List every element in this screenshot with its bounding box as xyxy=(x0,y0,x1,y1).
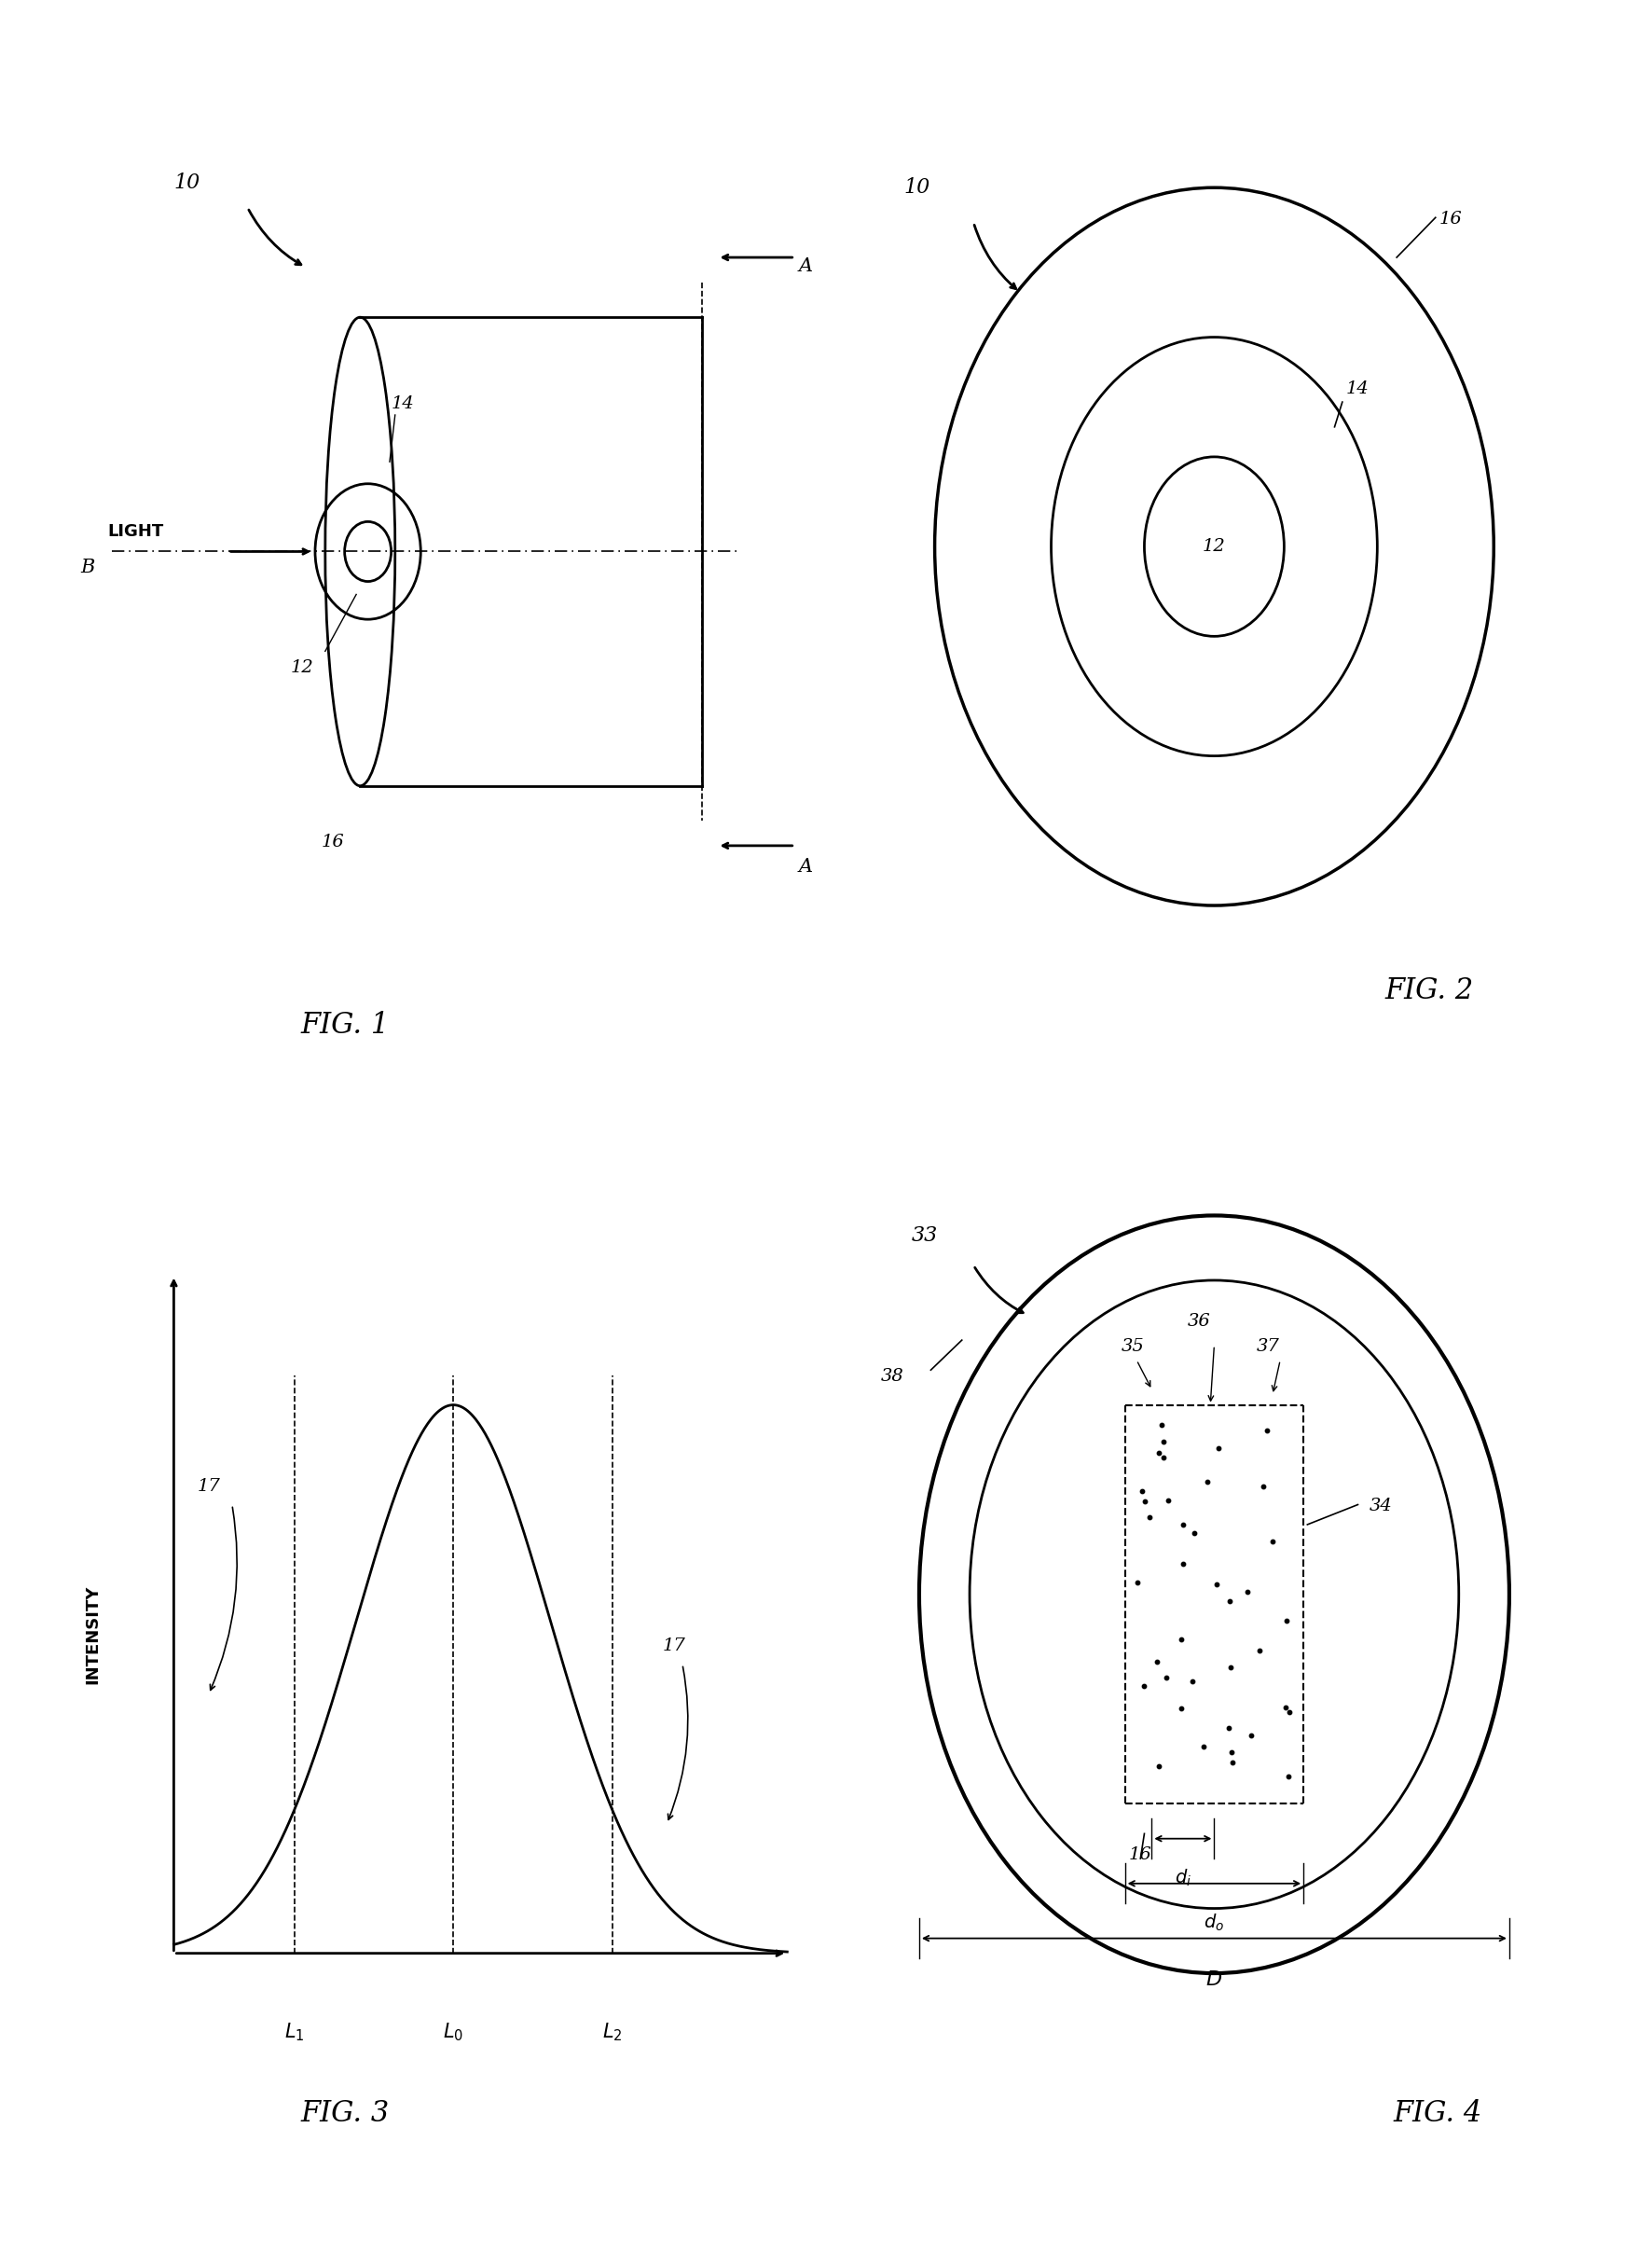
Point xyxy=(1146,1749,1173,1786)
Text: LIGHT: LIGHT xyxy=(107,523,164,539)
Text: 16: 16 xyxy=(1128,1847,1151,1863)
Point xyxy=(1203,1566,1229,1602)
Point xyxy=(1155,1482,1181,1518)
Point xyxy=(1168,1620,1194,1656)
Text: 17: 17 xyxy=(662,1638,686,1654)
Text: 12: 12 xyxy=(291,659,314,675)
Text: FIG. 3: FIG. 3 xyxy=(301,2098,388,2128)
Point xyxy=(1219,1745,1246,1781)
Point xyxy=(1218,1650,1244,1686)
Point xyxy=(1181,1516,1208,1552)
Point xyxy=(1170,1545,1196,1582)
Point xyxy=(1251,1468,1277,1505)
Point xyxy=(1194,1464,1221,1500)
Text: 10: 10 xyxy=(173,172,200,193)
Text: 10: 10 xyxy=(904,177,930,197)
Text: FIG. 4: FIG. 4 xyxy=(1393,2098,1482,2128)
Text: 16: 16 xyxy=(320,834,344,850)
Point xyxy=(1216,1711,1242,1747)
Text: $L_1$: $L_1$ xyxy=(284,2021,304,2044)
Point xyxy=(1234,1575,1260,1611)
Text: $L_0$: $L_0$ xyxy=(443,2021,464,2044)
Point xyxy=(1148,1407,1175,1443)
Text: INTENSITY: INTENSITY xyxy=(84,1584,101,1684)
Point xyxy=(1180,1663,1206,1700)
Text: $L_2$: $L_2$ xyxy=(603,2021,623,2044)
Point xyxy=(1170,1507,1196,1543)
Point xyxy=(1150,1439,1176,1475)
Text: $D$: $D$ xyxy=(1206,1969,1222,1990)
Point xyxy=(1168,1690,1194,1727)
Point xyxy=(1275,1758,1302,1795)
Text: 14: 14 xyxy=(1346,381,1370,397)
Point xyxy=(1128,1473,1155,1509)
Point xyxy=(1143,1643,1170,1679)
Point xyxy=(1259,1523,1285,1559)
Point xyxy=(1274,1602,1300,1638)
Point xyxy=(1146,1434,1173,1471)
Point xyxy=(1204,1430,1231,1466)
Text: 14: 14 xyxy=(392,394,415,412)
Point xyxy=(1137,1500,1163,1536)
Text: 38: 38 xyxy=(881,1369,904,1385)
Text: FIG. 2: FIG. 2 xyxy=(1384,977,1474,1006)
Point xyxy=(1153,1659,1180,1695)
Point xyxy=(1247,1632,1274,1668)
Point xyxy=(1218,1733,1244,1770)
Point xyxy=(1254,1412,1280,1448)
Text: 12: 12 xyxy=(1203,537,1226,555)
Text: 37: 37 xyxy=(1257,1339,1280,1355)
Text: $d_i$: $d_i$ xyxy=(1175,1867,1191,1888)
Text: B: B xyxy=(81,560,94,576)
Text: 17: 17 xyxy=(197,1477,220,1496)
Point xyxy=(1218,1584,1244,1620)
Text: FIG. 1: FIG. 1 xyxy=(301,1011,388,1040)
Point xyxy=(1189,1729,1216,1765)
Text: 35: 35 xyxy=(1122,1339,1145,1355)
Point xyxy=(1132,1484,1158,1520)
Text: 33: 33 xyxy=(912,1226,938,1246)
Text: $d_o$: $d_o$ xyxy=(1204,1913,1224,1933)
Text: 16: 16 xyxy=(1439,211,1462,227)
Text: A: A xyxy=(800,859,813,875)
Text: 36: 36 xyxy=(1188,1314,1211,1330)
Point xyxy=(1150,1423,1176,1459)
Point xyxy=(1130,1668,1156,1704)
Point xyxy=(1272,1690,1298,1727)
Point xyxy=(1125,1564,1151,1600)
Text: A: A xyxy=(800,258,813,276)
Point xyxy=(1275,1695,1302,1731)
Text: 34: 34 xyxy=(1370,1498,1393,1514)
Point xyxy=(1237,1718,1264,1754)
